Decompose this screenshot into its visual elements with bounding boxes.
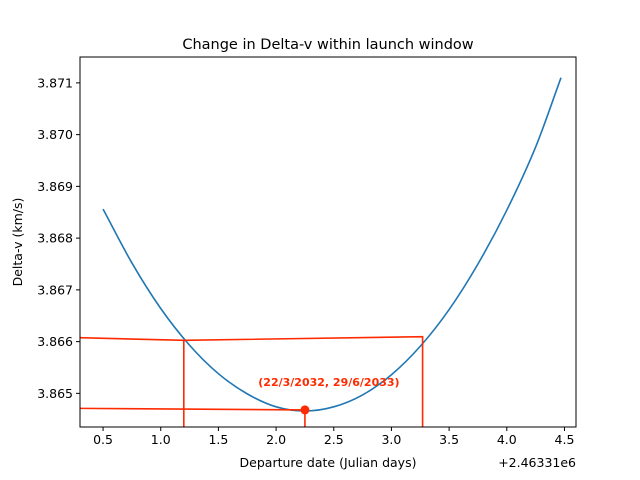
x-tick-label: 4.0 <box>497 432 517 447</box>
x-tick-label: 3.0 <box>381 432 401 447</box>
ticks-layer: 0.5 1.0 1.5 2.0 2.5 3.0 3.5 4.0 4.5 3.865 3.866 3.8… <box>37 75 574 447</box>
optimal-point-label: (22/3/2032, 29/6/2033) <box>258 376 399 389</box>
y-tick-label: 3.871 <box>37 75 73 90</box>
y-axis-label: Delta-v (km/s) <box>10 198 25 287</box>
x-tick-label: 2.0 <box>266 432 286 447</box>
y-tick-label: 3.866 <box>37 334 73 349</box>
y-tick-label: 3.869 <box>37 179 73 194</box>
x-tick-label: 2.5 <box>324 432 344 447</box>
x-tick-label: 0.5 <box>93 432 113 447</box>
axes-frame <box>79 56 577 428</box>
plot-area: (22/3/2032, 29/6/2033) <box>80 77 562 427</box>
x-axis-offset: +2.46331e6 <box>498 455 576 470</box>
series-line <box>102 77 562 412</box>
x-tick-label: 4.5 <box>555 432 575 447</box>
chart-title: Change in Delta-v within launch window <box>182 37 473 53</box>
x-tick-label: 1.0 <box>151 432 171 447</box>
x-tick-label: 3.5 <box>439 432 459 447</box>
y-tick-label: 3.867 <box>37 282 73 297</box>
y-tick-label: 3.870 <box>37 127 73 142</box>
window-bound-line <box>183 335 424 427</box>
x-axis-label: Departure date (Julian days) <box>240 455 417 470</box>
x-tick-label: 1.5 <box>208 432 228 447</box>
y-tick-label: 3.868 <box>37 231 73 246</box>
optimal-point-marker <box>300 405 310 415</box>
y-tick-label: 3.865 <box>37 386 73 401</box>
